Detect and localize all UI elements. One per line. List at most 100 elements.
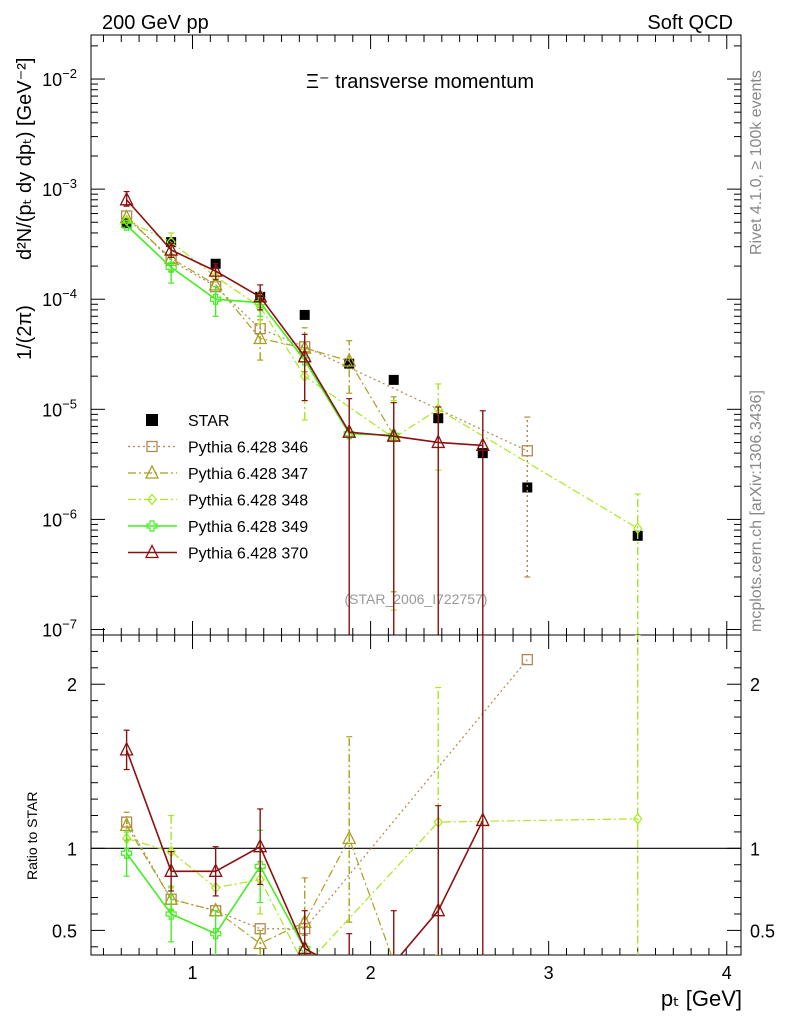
y-tick-label: 2 [67,675,77,695]
data-point [253,288,268,303]
plot-title: Ξ⁻ transverse momentum [306,71,534,93]
data-point [342,423,357,438]
main-plot-panel: 10−710−610−510−410−310−2 Ξ⁻ transverse mo… [14,34,742,640]
data-point [522,482,533,493]
y-tick-label-base: 10 [42,620,62,640]
ratio-point [632,812,643,825]
ratio-point [254,860,266,872]
y-tick-label: 10−4 [42,286,77,310]
y-tick-label-base: 10 [42,290,62,310]
legend-label: STAR [188,413,229,430]
header-right-label: Soft QCD [647,12,733,34]
ratio-point [210,928,222,940]
legend-label: Pythia 6.428 348 [188,493,308,510]
header-left-label: 200 GeV pp [102,12,209,34]
ratio-series-p348 [121,635,643,971]
ratio-series-p346 [120,653,533,936]
ratio-point [431,902,446,917]
legend-marker [146,520,158,532]
data-point [299,354,311,366]
data-point [253,330,268,345]
mcplots-credit-label: mcplots.cern.ch [arXiv:1306.3436] [748,390,765,632]
y-tick-label: 10−2 [42,66,77,90]
rivet-version-label: Rivet 4.1.0, ≥ 100k events [748,70,765,255]
legend-marker [147,493,157,506]
data-point [632,522,643,535]
y-tick-label-base: 10 [42,180,62,200]
ratio-plot-frame [90,634,742,956]
ratio-point [164,862,179,877]
ratio-line [126,659,528,930]
y-axis-label: d²N/(pₜ dy dpₜ) [GeV⁻²] [14,58,36,260]
ratio-y-axis-label: Ratio to STAR [24,792,40,880]
ratio-series-p370 [119,635,490,978]
data-point [210,293,222,305]
x-axis-label: pₜ [GeV] [661,986,742,1011]
ratio-point [208,862,223,877]
data-point [388,374,399,385]
data-point [210,270,221,283]
y-tick-label-right: 2 [750,675,760,695]
y-tick-label-exponent: −3 [62,176,77,191]
data-point [431,433,446,449]
ratio-point [392,953,395,955]
ratio-point [343,966,355,978]
ratio-series-group [119,635,643,980]
data-point [119,191,134,206]
y-tick-label: 10−7 [42,616,77,640]
data-point [386,427,401,442]
series-p370 [119,190,490,635]
ratio-point [342,830,357,845]
y-tick-label-exponent: −5 [62,396,77,411]
y-tick-label-right: 0.5 [750,921,775,941]
x-tick-label: 3 [544,963,554,983]
data-point [299,309,310,320]
legend-marker [144,464,160,479]
y-tick-label-right: 1 [750,839,760,859]
data-point [342,352,357,367]
ratio-point [521,653,533,666]
ratio-point [393,954,394,955]
x-tick-label: 1 [187,963,197,983]
ratio-point [301,961,309,971]
data-point [165,261,177,273]
ratio-point [119,816,134,832]
y-tick-label: 10−5 [42,396,77,420]
y-tick-label: 0.5 [52,921,77,941]
ratio-point [119,741,134,756]
ratio-point [253,935,268,950]
y-tick-label: 10−3 [42,176,77,200]
ratio-line [125,852,318,955]
ratio-point [297,939,312,955]
data-point [121,219,133,231]
series-line [126,215,528,452]
analysis-id-label: (STAR_2006_I722757) [345,591,488,607]
ratio-point [475,811,490,827]
ratio-point [253,838,268,853]
ratio-point [165,908,177,920]
ratio-line [126,818,638,955]
legend-label: Pythia 6.428 346 [188,440,308,457]
y-tick-label-base: 10 [42,510,62,530]
legend-label: Pythia 6.428 349 [188,519,308,536]
legend-marker [146,440,158,453]
ratio-point [121,847,133,859]
ratio-plot-panel: 1 2 3 4 0.5 0.5 1 1 2 2 Ratio to STAR pₜ [GeV] [24,634,775,1011]
legend-marker [146,414,158,426]
y-tick-label-exponent: −6 [62,506,77,521]
data-point [208,262,223,277]
y-tick-label-exponent: −4 [62,286,77,301]
ratio-series-p349 [121,829,354,980]
data-point [344,358,355,369]
data-point [164,241,179,256]
y-tick-label-exponent: −2 [62,66,77,81]
x-tick-label: 4 [722,963,732,983]
data-point [297,348,312,363]
y-axis-label-prefix: 1/(2π) [14,305,36,360]
ratio-point [344,970,354,980]
y-tick-label: 10−6 [42,506,77,530]
legend-label: Pythia 6.428 370 [188,546,308,563]
legend-marker [144,544,160,559]
data-point [475,436,490,452]
